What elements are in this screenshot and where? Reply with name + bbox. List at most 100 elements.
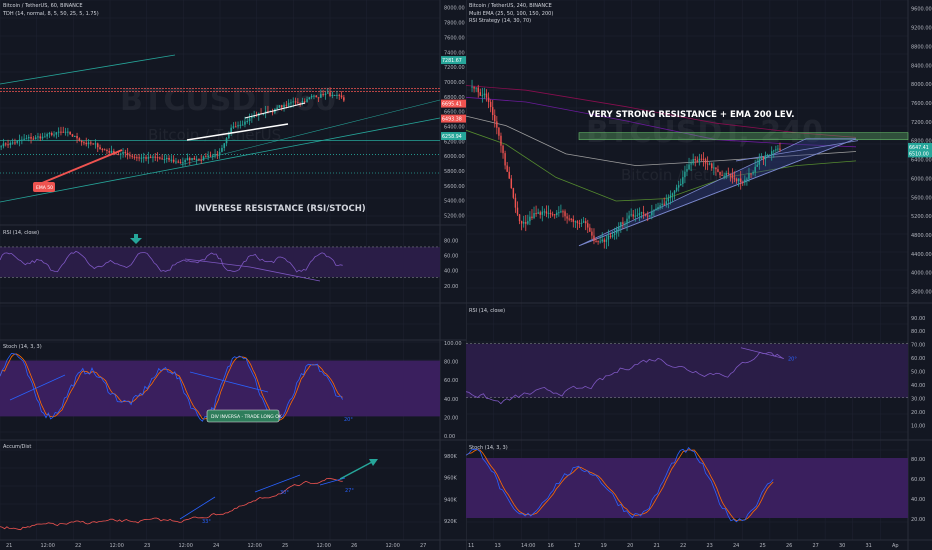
left-price-candle [244, 121, 246, 125]
right-price-candle [640, 212, 643, 214]
accum-arrow-shaft [339, 461, 373, 480]
left-price-candle [60, 131, 62, 133]
right-price-candle [721, 174, 723, 177]
stoch-divergence-line-2 [189, 371, 269, 393]
ema50-tag [33, 182, 55, 192]
right-price-candle [539, 212, 541, 215]
left-price-candle [228, 132, 230, 139]
price-tag [908, 149, 932, 158]
right-time-tick: 31 [866, 543, 872, 549]
triangle-inner-line [735, 140, 859, 162]
right-price-candle [494, 114, 496, 122]
right-price-candle [516, 207, 519, 215]
left-price-candle [92, 143, 94, 145]
ema50-line [41, 149, 123, 184]
left-time-tick: 23 [144, 543, 150, 549]
left-price-candle [106, 150, 108, 152]
right-price-candle [628, 215, 630, 219]
right-price-candle [514, 197, 517, 208]
left-price-candle [287, 102, 290, 106]
right-rsi-line [466, 351, 784, 405]
left-price-candle [140, 157, 143, 159]
right-price-candle [605, 239, 608, 242]
left-price-candle [239, 124, 242, 126]
left-chart[interactable]: Bitcoin / TetherUS, 60, BINANCE TDH (14, … [0, 0, 466, 550]
right-price-candle [667, 198, 670, 202]
left-price-candle [21, 139, 23, 141]
left-price-candle [168, 157, 170, 160]
right-stoch-axis-tick: 60.00 [911, 477, 925, 483]
left-stoch-axis-tick: 40.00 [444, 397, 458, 403]
left-price-candle [108, 151, 111, 153]
right-price-candle [680, 183, 682, 186]
left-price-candle [138, 157, 140, 159]
right-price-candle [677, 185, 680, 188]
left-price-candle [202, 156, 205, 161]
left-price-candle [90, 142, 92, 144]
right-price-candle [512, 188, 515, 198]
left-symbol-title: Bitcoin / TetherUS, 60, BINANCE [3, 3, 83, 9]
right-rsi-axis-tick: 30.00 [911, 397, 925, 403]
left-price-axis-tick: 8000.00 [444, 6, 465, 12]
left-stoch-d-line [0, 353, 343, 422]
right-price-candle [777, 148, 779, 150]
left-price-candle [117, 154, 120, 156]
triangle-support-line [578, 138, 857, 247]
left-price-candle [94, 143, 97, 145]
right-price-candle [607, 235, 610, 240]
left-price-candle [170, 159, 173, 161]
left-price-candle [126, 152, 129, 156]
left-time-tick: 22 [75, 543, 81, 549]
right-price-candle [562, 211, 564, 213]
right-price-axis-tick: 9200.00 [911, 26, 932, 32]
left-accum-axis-tick: 920K [444, 519, 458, 525]
right-price-candle [688, 164, 690, 170]
right-price-candle [638, 213, 641, 216]
right-price-candle [700, 158, 703, 160]
left-price-candle [103, 149, 106, 151]
right-symbol-title: Bitcoin / TetherUS, 240, BINANCE [469, 3, 552, 9]
left-price-candle [248, 118, 251, 122]
right-price-candle [483, 93, 486, 96]
left-price-candle [294, 101, 297, 103]
left-price-candle [23, 138, 25, 140]
right-price-candle [715, 167, 717, 170]
right-price-candle [496, 121, 498, 128]
right-price-candle [669, 195, 672, 199]
left-price-candle [292, 101, 295, 103]
right-time-tick: 13 [495, 543, 501, 549]
right-price-candle [717, 169, 719, 172]
right-chart[interactable]: Bitcoin / TetherUS, 240, BINANCE Multi EM… [466, 0, 932, 550]
left-price-candle [283, 104, 285, 108]
price-tag [441, 114, 466, 123]
left-price-axis-tick: 6600.00 [444, 110, 465, 116]
accum-trend-line-2 [254, 474, 301, 493]
left-price-candle [32, 138, 35, 140]
left-price-candle [331, 94, 334, 96]
accum-angle-3: 27° [345, 488, 354, 494]
right-price-candle [572, 219, 575, 222]
right-price-axis-tick: 3600.00 [911, 290, 932, 296]
right-indicator-title-1: Multi EMA (25, 50, 100, 150, 200) [469, 11, 553, 17]
left-price-candle [271, 111, 274, 113]
right-price-candle [558, 212, 560, 214]
right-time-tick: 27 [813, 543, 819, 549]
right-price-candle [733, 178, 736, 180]
right-price-axis-tick: 5600.00 [911, 195, 932, 201]
right-price-candle [686, 169, 688, 172]
right-price-candle [649, 215, 651, 217]
right-price-candle [529, 216, 531, 222]
right-price-axis-tick: 8000.00 [911, 82, 932, 88]
left-price-candle [315, 95, 318, 98]
right-price-candle [702, 158, 705, 160]
left-price-candle [53, 134, 55, 136]
left-time-tick: 12:00 [110, 543, 124, 549]
left-price-candle [310, 95, 313, 98]
right-price-candle [682, 177, 684, 184]
left-time-tick: 27 [420, 543, 426, 549]
left-price-candle [133, 156, 136, 158]
left-price-candle [214, 154, 216, 156]
price-tag-text: 6695.41 [442, 102, 462, 108]
left-price-axis-tick: 7200.00 [444, 65, 465, 71]
